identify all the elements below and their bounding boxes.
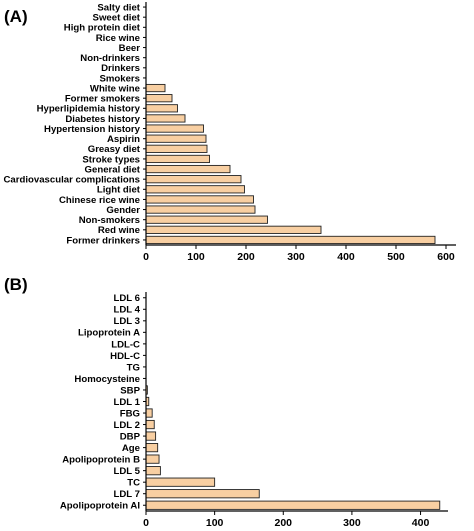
category-label-a-14: Former smokers [65, 94, 140, 105]
category-label-b-5: Age [122, 443, 140, 454]
bar-b-4 [145, 454, 160, 464]
category-label-a-8: Stroke types [82, 154, 140, 165]
category-label-a-11: Hypertension history [44, 124, 141, 135]
x-tick-label-b-3: 300 [343, 517, 361, 529]
bar-a-7 [145, 164, 231, 174]
category-label-b-16: LDL 3 [114, 316, 140, 327]
category-label-b-8: FBG [120, 408, 140, 419]
category-label-a-16: Smokers [99, 73, 140, 84]
category-label-b-2: TC [127, 478, 140, 489]
category-label-a-18: Non-drinkers [80, 53, 140, 64]
bar-b-5 [145, 443, 159, 453]
x-tick-label-b-1: 100 [206, 517, 224, 529]
bar-b-1 [145, 489, 260, 499]
category-label-b-14: LDL-C [111, 339, 140, 350]
bar-b-7 [145, 419, 155, 430]
x-tick-label-b-4: 400 [412, 517, 430, 529]
category-label-a-19: Beer [119, 43, 141, 54]
bar-b-2 [145, 477, 216, 487]
category-label-a-15: White wine [90, 83, 140, 94]
category-label-a-9: Greasy diet [88, 144, 141, 155]
x-tick-label-b-0: 0 [143, 517, 149, 529]
category-label-b-18: LDL 6 [114, 293, 140, 304]
category-label-b-4: Apolipoprotein B [62, 455, 140, 466]
category-label-a-6: Cardiovascular complications [4, 175, 141, 186]
category-label-a-4: Chinese rice wine [59, 195, 140, 206]
category-label-b-3: LDL 5 [114, 466, 141, 477]
bar-a-0 [145, 235, 436, 245]
bar-a-10 [145, 134, 207, 143]
x-tick-label-a-4: 400 [337, 251, 355, 263]
category-label-a-3: Gender [106, 205, 140, 216]
category-label-a-21: High protein diet [64, 23, 141, 34]
category-label-b-7: LDL 2 [114, 420, 140, 431]
x-tick-label-a-5: 500 [387, 251, 405, 263]
category-label-b-0: Apolipoprotein AI [60, 501, 140, 512]
bar-b-3 [145, 466, 161, 476]
category-label-a-0: Former drinkers [66, 235, 140, 246]
category-label-a-7: General diet [85, 164, 141, 175]
category-label-a-1: Red wine [98, 225, 140, 236]
category-label-a-5: Light diet [97, 185, 141, 196]
bar-a-13 [145, 104, 178, 113]
bar-b-6 [145, 431, 157, 441]
category-label-b-9: LDL 1 [114, 397, 141, 408]
category-label-b-10: SBP [120, 385, 140, 396]
category-label-a-13: Hyperlipidemia history [37, 104, 141, 115]
bar-b-0 [145, 500, 441, 510]
category-label-b-1: LDL 7 [114, 489, 140, 500]
category-label-b-13: HDL-C [110, 351, 140, 362]
category-label-b-11: Homocysteine [74, 374, 140, 385]
category-label-b-15: Lipoprotein A [78, 328, 140, 339]
category-label-a-2: Non-smokers [79, 215, 140, 226]
bar-a-15 [145, 83, 166, 93]
category-label-a-20: Rice wine [96, 33, 140, 44]
x-tick-label-a-6: 600 [437, 251, 455, 263]
category-label-b-17: LDL 4 [114, 305, 141, 316]
category-label-b-6: DBP [120, 431, 141, 442]
category-label-a-17: Drinkers [101, 63, 140, 74]
bar-a-8 [145, 154, 210, 164]
x-tick-label-b-2: 200 [275, 517, 293, 529]
category-label-a-22: Sweet diet [93, 13, 141, 24]
bar-a-3 [145, 205, 256, 214]
category-label-a-10: Aspirin [107, 134, 140, 145]
x-tick-label-a-2: 200 [237, 251, 255, 263]
category-label-b-12: TG [127, 362, 140, 373]
x-tick-label-a-1: 100 [187, 251, 205, 263]
panel-a-label: (A) [4, 7, 28, 26]
bar-b-8 [145, 408, 153, 418]
bar-a-2 [145, 215, 268, 224]
x-tick-label-a-3: 300 [287, 251, 305, 263]
panel-b-label: (B) [4, 275, 28, 294]
bar-a-5 [145, 185, 245, 194]
x-tick-label-a-0: 0 [143, 251, 149, 263]
bar-a-12 [145, 114, 186, 123]
category-label-a-12: Diabetes history [65, 114, 140, 125]
bar-a-1 [145, 225, 322, 234]
bar-a-14 [145, 94, 173, 103]
bar-a-9 [145, 144, 208, 153]
bar-a-11 [145, 124, 204, 133]
bar-a-6 [145, 175, 242, 184]
category-label-a-23: Salty diet [97, 2, 140, 13]
bar-a-4 [145, 195, 254, 204]
